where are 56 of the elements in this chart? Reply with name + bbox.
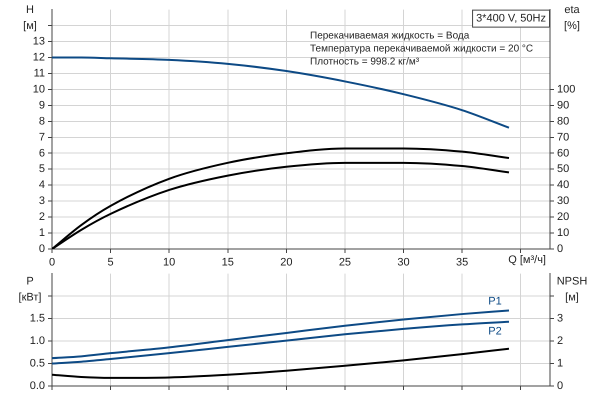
x-tick-label: 15 xyxy=(222,256,234,269)
y2-tick-label: 1 xyxy=(557,358,564,370)
series-label: P1 xyxy=(488,296,502,308)
x-tick-label: 20 xyxy=(280,256,292,269)
y-tick-label: 0.5 xyxy=(30,358,45,370)
x-tick-label: 0 xyxy=(48,256,56,269)
x-tick-label: 35 xyxy=(456,256,468,269)
x-tick-label: 25 xyxy=(338,256,352,269)
y-tick-label: 1.0 xyxy=(30,335,45,348)
annotation: Плотность = 998.2 кг/м³ xyxy=(310,56,420,68)
y-tick-label: 1.5 xyxy=(30,312,45,325)
y2-tick-label: 40 xyxy=(557,179,570,192)
y2-tick-label: 0 xyxy=(557,243,564,256)
y-tick-label: 10 xyxy=(32,83,45,96)
y2-axis-title: eta [%] xyxy=(564,4,581,32)
chart-title: 3*400 V, 50Hz xyxy=(476,12,546,25)
y-tick-label: 12 xyxy=(32,52,45,64)
x-tick-label: 10 xyxy=(163,256,176,269)
y2-tick-label: 3 xyxy=(557,312,564,325)
x-tick-label: 5 xyxy=(108,256,114,269)
y-tick-label: 7 xyxy=(38,131,45,144)
y-tick-label: 0 xyxy=(38,243,45,256)
y2-tick-label: 90 xyxy=(557,99,570,112)
line-series xyxy=(52,309,510,360)
y-axis-title: H [м] xyxy=(23,4,37,32)
line-series xyxy=(52,348,510,379)
line-series xyxy=(52,56,510,129)
y-tick-label: 9 xyxy=(38,99,45,112)
annotation: Перекачиваемая жидкость = Вода xyxy=(310,30,470,42)
y-tick-label: 4 xyxy=(38,179,45,192)
y-tick-label: 6 xyxy=(38,147,45,160)
x-tick-label: 30 xyxy=(397,256,410,269)
y-axis-title: P [кВт] xyxy=(18,276,42,304)
y-tick-label: 3 xyxy=(38,195,45,208)
series-label: P2 xyxy=(488,326,502,338)
y2-axis-title: NPSH [м] xyxy=(556,276,588,304)
y-tick-label: 13 xyxy=(32,36,45,48)
annotation: Температура перекачиваемой жидкости = 20 °C xyxy=(310,43,534,54)
x-axis-title: Q [м³/ч] xyxy=(508,254,546,266)
y-tick-label: 8 xyxy=(38,115,45,128)
y2-tick-label: 80 xyxy=(557,115,570,128)
y2-tick-label: 70 xyxy=(557,131,570,144)
y-tick-label: 1 xyxy=(38,227,45,240)
y2-tick-label: 0 xyxy=(557,380,564,392)
y2-tick-label: 100 xyxy=(557,83,576,96)
y-tick-label: 5 xyxy=(38,163,45,176)
y-tick-label: 0.0 xyxy=(30,380,45,392)
y2-tick-label: 60 xyxy=(557,147,570,160)
y2-tick-label: 50 xyxy=(557,163,570,176)
y2-tick-label: 10 xyxy=(557,227,570,240)
y2-tick-label: 2 xyxy=(557,335,564,348)
line-series xyxy=(52,320,510,365)
y-tick-label: 11 xyxy=(34,67,45,80)
y2-tick-label: 20 xyxy=(557,211,570,224)
y2-tick-label: 30 xyxy=(557,195,570,208)
y-tick-label: 2 xyxy=(38,211,45,224)
